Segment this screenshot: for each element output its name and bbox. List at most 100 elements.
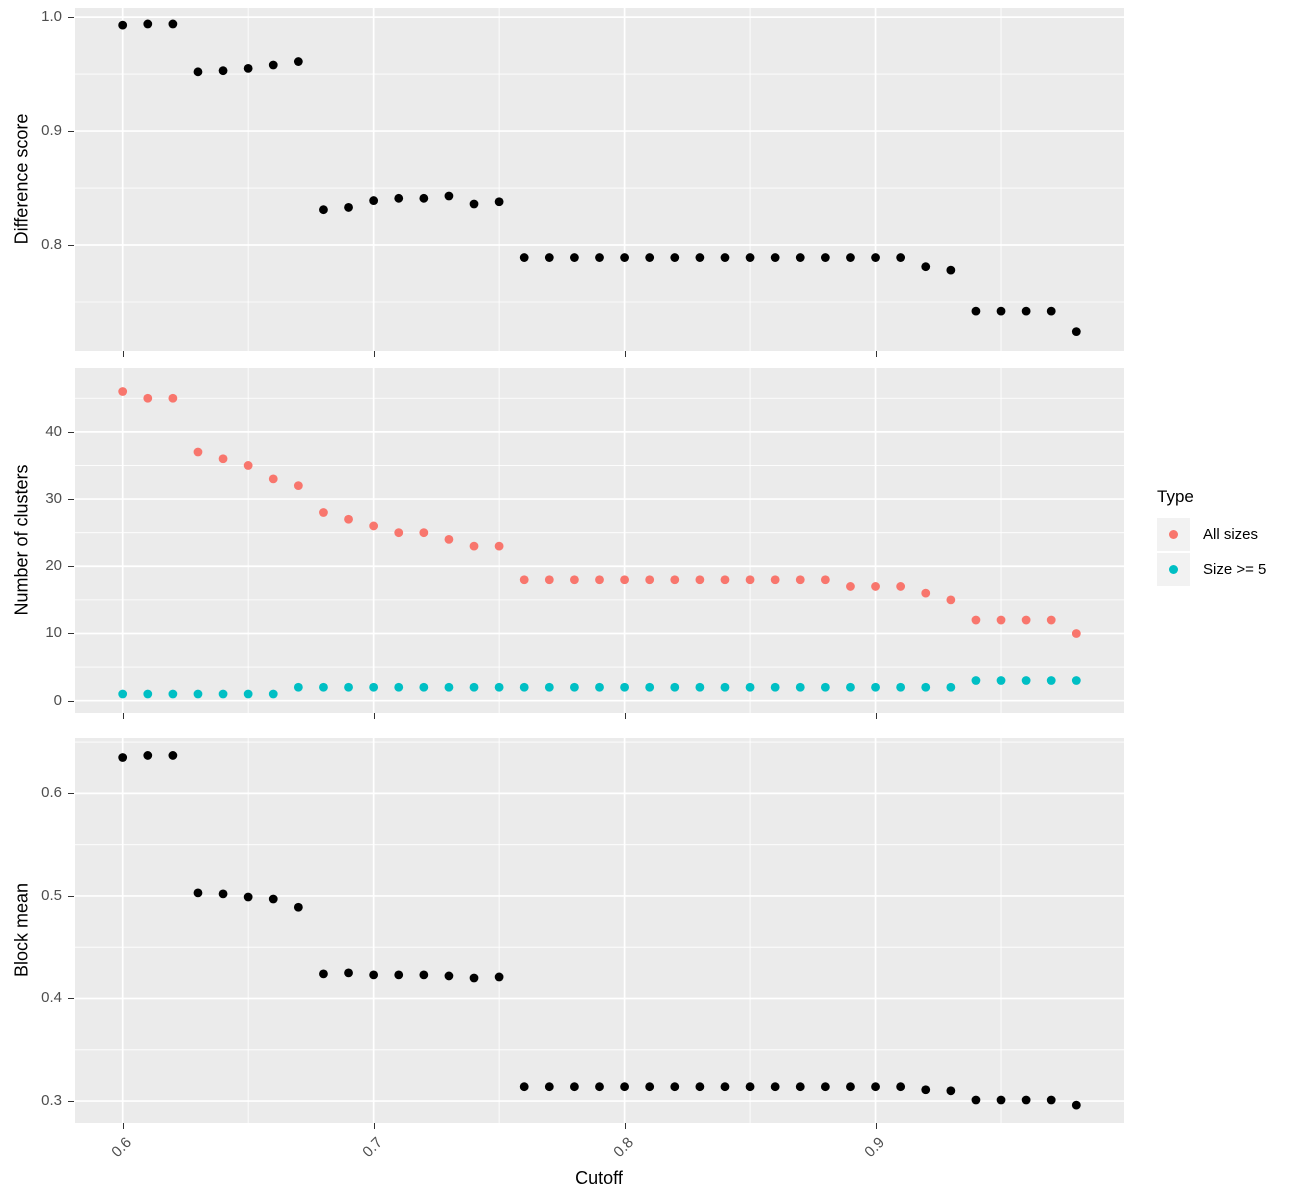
data-point (193, 689, 203, 699)
data-point (268, 474, 278, 484)
data-point (118, 753, 128, 762)
data-point (419, 528, 429, 538)
data-point (971, 1095, 981, 1105)
data-point (1021, 676, 1031, 685)
data-point (469, 199, 479, 209)
data-point (1046, 1095, 1056, 1105)
data-point (971, 676, 981, 685)
data-point (570, 575, 579, 585)
legend-key-size-ge-5 (1157, 553, 1190, 586)
series-difference-score (118, 19, 1081, 337)
data-point (344, 203, 353, 212)
data-point (595, 575, 604, 585)
data-point (695, 1082, 705, 1092)
data-point (820, 682, 830, 692)
data-point (570, 1082, 579, 1092)
data-point (770, 1082, 780, 1092)
data-point (293, 57, 303, 66)
data-point (645, 682, 655, 692)
y-tick-mark (68, 633, 74, 635)
data-point (444, 534, 454, 544)
data-point (896, 253, 906, 262)
data-point (319, 682, 328, 692)
data-point (595, 682, 604, 692)
data-point (519, 1082, 529, 1092)
data-point (469, 541, 479, 551)
data-point (1021, 1095, 1031, 1105)
legend-key-all-sizes (1157, 518, 1190, 551)
data-point (795, 575, 805, 585)
data-point (268, 894, 278, 904)
data-point (946, 1086, 956, 1096)
data-point (444, 191, 454, 201)
data-point (720, 682, 730, 692)
data-point (695, 575, 705, 585)
data-point (620, 253, 629, 262)
y-tick-mark (68, 700, 74, 702)
x-tick-mark (624, 351, 626, 357)
data-point (670, 1082, 680, 1092)
data-point (193, 67, 203, 77)
data-point (218, 66, 228, 76)
x-tick-mark (373, 351, 375, 357)
x-axis-title: Cutoff (575, 1168, 623, 1188)
data-point (570, 253, 579, 262)
data-point (319, 508, 328, 517)
data-point (996, 676, 1006, 685)
data-point (720, 1082, 730, 1092)
plot-area-svg (75, 368, 1124, 713)
data-point (846, 1082, 855, 1092)
x-tick-mark (122, 351, 124, 357)
data-point (971, 306, 981, 316)
data-point (921, 262, 931, 272)
data-point (921, 682, 931, 692)
data-point (846, 253, 855, 262)
data-point (820, 1082, 830, 1092)
data-point (268, 60, 278, 70)
y-tick-label: 0.8 (41, 236, 62, 254)
data-point (1021, 615, 1031, 625)
data-point (519, 575, 529, 585)
panel-difference-score (75, 8, 1124, 351)
data-point (469, 973, 479, 983)
plot-area-svg (75, 8, 1124, 351)
x-tick-mark (122, 1123, 124, 1129)
data-point (143, 19, 153, 29)
data-point (1071, 327, 1081, 337)
x-tick-mark (875, 1123, 877, 1129)
y-tick-mark (68, 17, 74, 19)
data-point (820, 253, 830, 262)
data-point (996, 1095, 1006, 1105)
data-point (494, 541, 504, 551)
data-point (770, 575, 780, 585)
data-point (921, 1085, 931, 1095)
data-point (695, 682, 705, 692)
x-tick-mark (122, 713, 124, 719)
data-point (344, 682, 353, 692)
data-point (168, 751, 178, 760)
data-point (946, 682, 956, 692)
data-point (670, 682, 680, 692)
y-axis-title-number-of-clusters: Number of clusters (11, 464, 32, 616)
data-point (745, 253, 755, 262)
data-point (369, 196, 379, 205)
data-point (670, 253, 680, 262)
data-point (168, 689, 178, 699)
data-point (745, 575, 755, 585)
data-point (795, 682, 805, 692)
data-point (896, 682, 906, 692)
data-point (218, 689, 228, 699)
data-point (394, 528, 404, 538)
data-point (344, 968, 353, 978)
series-block-mean (118, 751, 1081, 1110)
x-tick-mark (624, 1123, 626, 1129)
data-point (770, 253, 780, 262)
x-tick-label: 0.6 (107, 1134, 135, 1161)
y-tick-mark (68, 431, 74, 433)
y-tick-label: 30 (45, 490, 62, 508)
data-point (871, 253, 880, 262)
data-point (444, 682, 454, 692)
data-point (570, 682, 579, 692)
data-point (344, 514, 353, 524)
data-point (820, 575, 830, 585)
